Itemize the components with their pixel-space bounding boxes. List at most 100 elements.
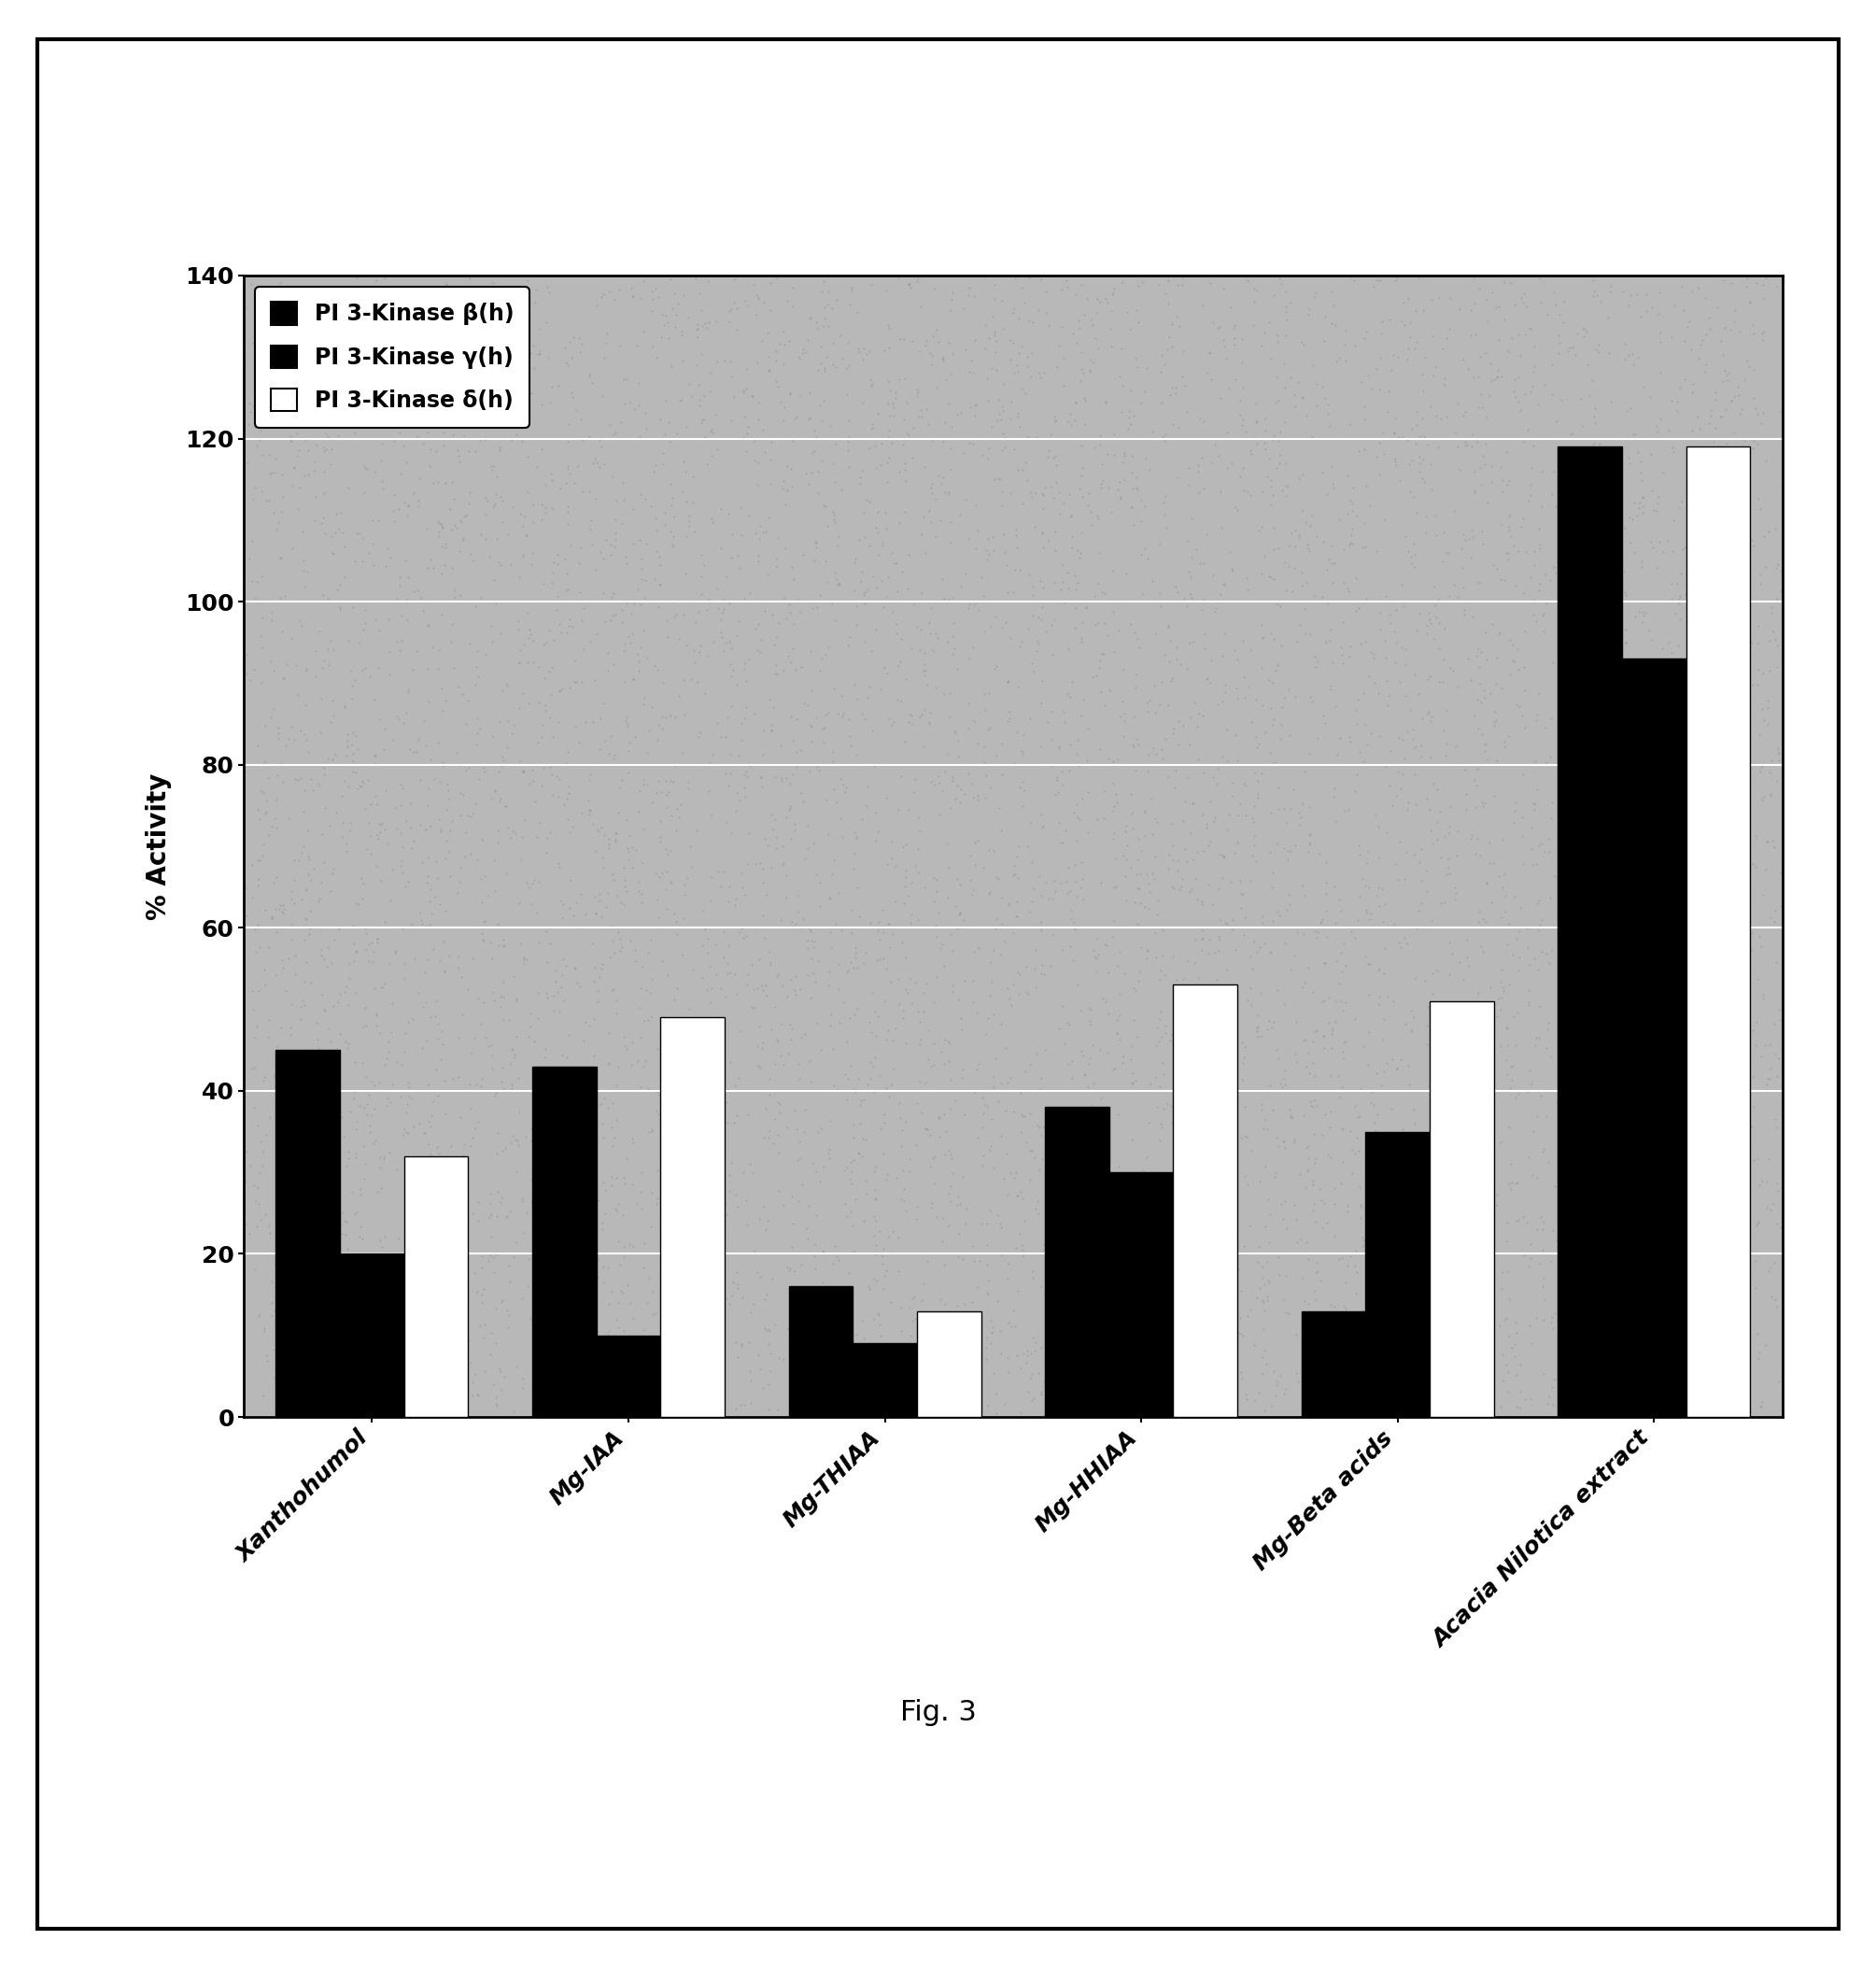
Point	[972, 362, 1002, 394]
Point	[593, 1287, 623, 1319]
Point	[771, 762, 801, 793]
Point	[760, 832, 790, 864]
Point	[1229, 1321, 1259, 1352]
Point	[1281, 1358, 1311, 1389]
Point	[1685, 329, 1715, 360]
Point	[1677, 276, 1707, 307]
Point	[304, 616, 334, 647]
Point	[1443, 1071, 1473, 1102]
Point	[1180, 687, 1210, 718]
Point	[777, 758, 807, 789]
Point	[531, 1033, 561, 1065]
Point	[705, 1368, 735, 1399]
Point	[1581, 705, 1611, 736]
Point	[396, 1350, 426, 1382]
Point	[1139, 669, 1169, 701]
Point	[642, 1356, 672, 1387]
Point	[897, 1305, 927, 1336]
Point	[1126, 386, 1156, 417]
Point	[1251, 1281, 1281, 1313]
Point	[1216, 1307, 1246, 1338]
Point	[1075, 1043, 1105, 1075]
Point	[1763, 994, 1793, 1025]
Point	[1610, 781, 1640, 813]
Point	[1636, 525, 1666, 557]
Point	[379, 293, 409, 325]
Point	[974, 323, 1004, 354]
Point	[1263, 325, 1293, 356]
Point	[1219, 836, 1249, 868]
Point	[437, 1153, 467, 1185]
Point	[1244, 781, 1274, 813]
Point	[1717, 514, 1747, 545]
Point	[1203, 872, 1233, 903]
Point	[1248, 901, 1278, 933]
Point	[508, 539, 538, 571]
Point	[760, 992, 790, 1023]
Point	[760, 762, 790, 793]
Point	[983, 1199, 1013, 1230]
Point	[1386, 1258, 1416, 1289]
Point	[658, 602, 688, 634]
Point	[820, 1230, 850, 1261]
Point	[1233, 1169, 1263, 1200]
Point	[1199, 1027, 1229, 1059]
Point	[388, 962, 418, 994]
Point	[621, 947, 651, 978]
Point	[1728, 1344, 1758, 1376]
Point	[1448, 598, 1478, 630]
Point	[450, 1319, 480, 1350]
Point	[1368, 907, 1398, 939]
Point	[238, 1169, 268, 1200]
Point	[360, 740, 390, 771]
Point	[1392, 927, 1422, 958]
Point	[1381, 1218, 1411, 1250]
Point	[1300, 1118, 1330, 1149]
Point	[507, 844, 537, 876]
Point	[1433, 811, 1463, 842]
Point	[1234, 941, 1264, 972]
Point	[1668, 272, 1698, 303]
Point	[1298, 1090, 1328, 1122]
Point	[1606, 697, 1636, 728]
Point	[1154, 838, 1184, 870]
Point	[927, 773, 957, 805]
Point	[1743, 427, 1773, 459]
Point	[448, 677, 478, 708]
Point	[298, 455, 328, 486]
Point	[1413, 1147, 1443, 1179]
Point	[1628, 1147, 1658, 1179]
Point	[1645, 317, 1675, 348]
Point	[930, 756, 961, 787]
Point	[1056, 522, 1086, 553]
Point	[1655, 1242, 1685, 1273]
Point	[1640, 830, 1670, 862]
Point	[1495, 498, 1525, 529]
Point	[687, 311, 717, 342]
Point	[385, 769, 415, 801]
Point	[865, 1061, 895, 1092]
Point	[1146, 941, 1176, 972]
Point	[446, 392, 477, 423]
Point	[1516, 453, 1546, 484]
Point	[717, 691, 747, 722]
Point	[482, 1118, 512, 1149]
Point	[1418, 768, 1448, 799]
Point	[914, 708, 944, 740]
Point	[730, 583, 760, 614]
Point	[660, 1393, 690, 1425]
Point	[1249, 1313, 1279, 1344]
Point	[1364, 1173, 1394, 1204]
Point	[664, 1014, 694, 1045]
Point	[816, 998, 846, 1029]
Point	[1435, 927, 1465, 958]
Point	[1458, 1305, 1488, 1336]
Point	[304, 1281, 334, 1313]
Point	[610, 1315, 640, 1346]
Point	[801, 701, 831, 732]
Point	[268, 953, 298, 984]
Point	[647, 945, 677, 976]
Point	[386, 459, 416, 490]
Point	[428, 272, 458, 303]
Point	[257, 457, 287, 488]
